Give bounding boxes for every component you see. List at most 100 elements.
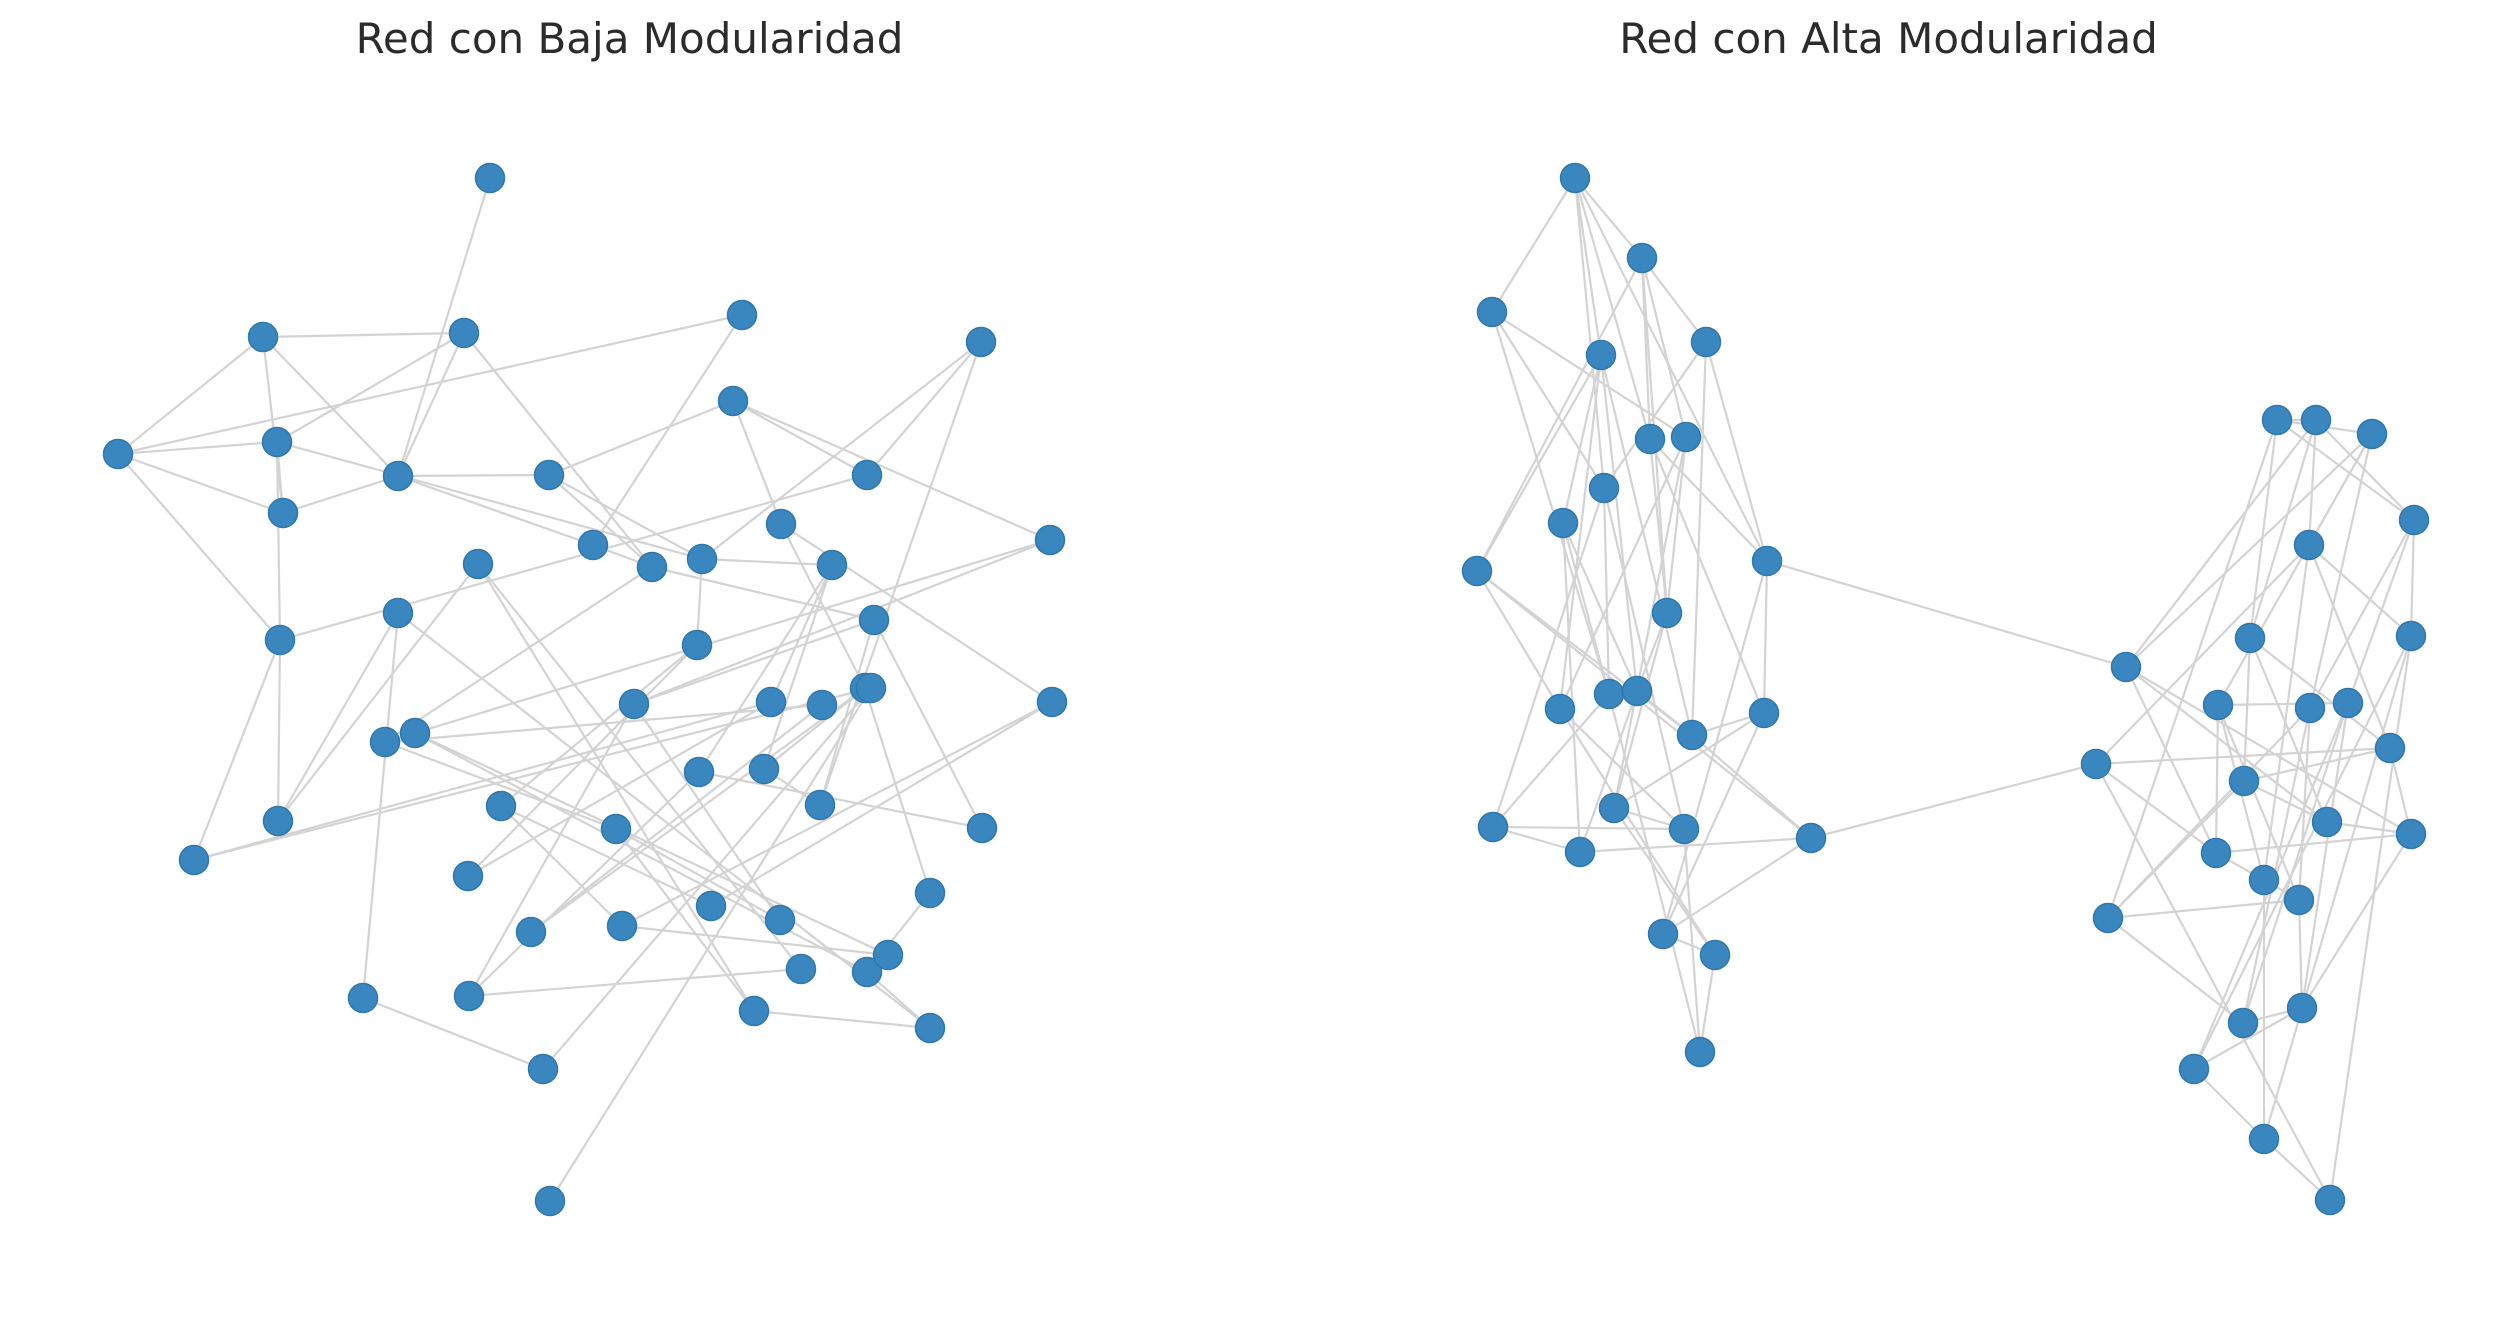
edge-high-71 <box>2308 544 2412 637</box>
node-high-29 <box>2293 529 2325 561</box>
edge-low-16 <box>397 474 594 547</box>
edge-high-81 <box>2241 702 2350 1024</box>
edge-high-109 <box>2328 635 2413 1201</box>
edge-high-42 <box>1491 311 1605 489</box>
node-low-23 <box>816 549 848 581</box>
node-high-1 <box>1626 242 1658 274</box>
edge-low-67 <box>621 924 889 957</box>
node-high-34 <box>2332 687 2364 719</box>
edge-high-119 <box>2106 419 2279 919</box>
edge-high-103 <box>2307 544 2392 749</box>
edge-low-2 <box>262 331 465 339</box>
edge-high-67 <box>2125 433 2373 668</box>
edge-high-84 <box>2262 635 2413 1140</box>
edge-high-72 <box>2095 544 2310 765</box>
node-low-48 <box>738 995 770 1027</box>
edge-low-41 <box>873 619 983 829</box>
edge-low-33 <box>633 538 1051 706</box>
edge-high-118 <box>2297 899 2304 1009</box>
edge-low-45 <box>698 564 833 773</box>
edge-high-51 <box>1612 612 1669 809</box>
node-high-19 <box>1477 811 1509 843</box>
edge-low-69 <box>753 1009 931 1030</box>
node-low-53 <box>534 1185 566 1217</box>
edge-high-75 <box>2125 666 2328 823</box>
edge-high-54 <box>1578 690 1639 853</box>
edge-high-100 <box>2125 419 2317 668</box>
edge-low-8 <box>701 341 982 560</box>
node-high-17 <box>1598 792 1630 824</box>
node-high-26 <box>2300 404 2332 436</box>
edges-low-modularity <box>117 177 1053 1202</box>
node-high-16 <box>1748 697 1780 729</box>
node-low-44 <box>851 956 883 988</box>
edge-high-74 <box>2242 637 2252 782</box>
node-high-27 <box>2356 418 2388 450</box>
edge-high-88 <box>2243 780 2328 823</box>
node-low-43 <box>695 890 727 922</box>
nodes-low-modularity <box>102 162 1068 1217</box>
node-high-48 <box>2248 1123 2280 1155</box>
edge-low-84 <box>262 336 399 477</box>
edge-low-14 <box>282 474 399 515</box>
node-low-33 <box>600 813 632 845</box>
edge-high-96 <box>2193 1007 2303 1070</box>
node-low-15 <box>686 543 718 575</box>
edge-high-99 <box>2248 419 2279 639</box>
edge-low-77 <box>468 771 700 997</box>
edge-low-52 <box>468 703 635 997</box>
edge-low-60 <box>467 701 772 877</box>
node-high-39 <box>2311 806 2343 838</box>
edge-low-13 <box>275 441 282 641</box>
node-low-40 <box>914 877 946 909</box>
node-low-39 <box>683 756 715 788</box>
edge-high-46 <box>1559 436 1687 710</box>
edges-high-modularity <box>1476 177 2416 1201</box>
node-high-33 <box>2294 692 2326 724</box>
edge-high-55 <box>1691 734 1812 839</box>
edge-low-42 <box>467 644 698 877</box>
edge-low-43 <box>500 644 698 807</box>
node-low-8 <box>382 460 414 492</box>
edge-low-10 <box>117 440 278 456</box>
edge-low-18 <box>548 474 703 560</box>
edge-low-21 <box>279 473 868 642</box>
node-low-2 <box>448 317 480 349</box>
node-high-30 <box>2234 622 2266 654</box>
node-high-6 <box>1670 421 1702 453</box>
edge-low-54 <box>477 563 755 1012</box>
node-high-15 <box>1676 719 1708 751</box>
edge-high-56 <box>1661 712 1766 935</box>
node-high-35 <box>2395 620 2427 652</box>
panel-low-modularity: Red con Baja Modularidad <box>0 0 1259 1322</box>
edge-high-106 <box>2216 704 2301 901</box>
node-low-52 <box>527 1053 559 1085</box>
node-low-16 <box>765 508 797 540</box>
edge-low-23 <box>732 399 1051 542</box>
edge-high-101 <box>2308 433 2374 709</box>
edge-low-37 <box>193 700 772 862</box>
edge-high-1 <box>1491 177 1576 313</box>
edge-low-76 <box>763 687 866 770</box>
node-low-37 <box>485 790 517 822</box>
edge-high-40 <box>1573 177 1652 440</box>
panel-title-high-modularity: Red con Alta Modularidad <box>1619 14 2158 63</box>
edge-low-39 <box>384 740 617 831</box>
edge-high-114 <box>2315 419 2415 521</box>
edge-high-105 <box>2125 666 2217 854</box>
node-low-1 <box>247 321 279 353</box>
edge-low-50 <box>414 732 868 973</box>
edge-high-120 <box>2262 544 2311 881</box>
edge-low-34 <box>277 563 479 822</box>
edge-high-21 <box>1491 487 1606 828</box>
node-high-46 <box>2286 992 2318 1024</box>
edge-high-0 <box>1574 177 1643 259</box>
edge-high-59 <box>1599 354 1694 736</box>
edge-high-66 <box>2248 419 2318 639</box>
edge-low-26 <box>384 566 653 743</box>
node-low-11 <box>851 459 883 491</box>
edge-high-60 <box>1766 559 2127 669</box>
node-low-35 <box>966 812 998 844</box>
edge-low-1 <box>117 336 264 455</box>
panel-title-low-modularity: Red con Baja Modularidad <box>355 14 904 63</box>
